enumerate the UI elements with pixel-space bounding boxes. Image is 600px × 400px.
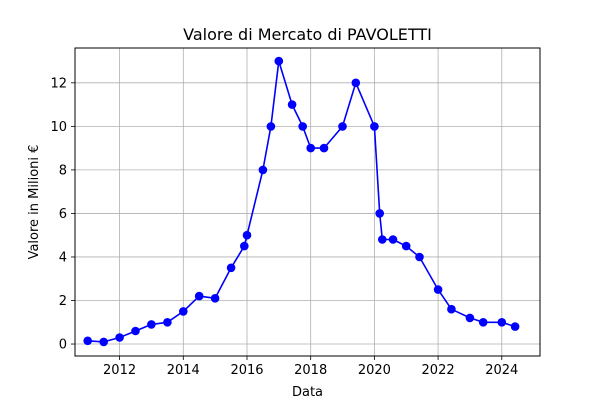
- y-axis-label: Valore in Milioni €: [27, 145, 42, 260]
- data-point-marker: [447, 304, 456, 314]
- y-tick-label: 8: [59, 163, 67, 178]
- data-point-marker: [240, 241, 249, 251]
- data-point-marker: [510, 322, 520, 331]
- x-tick-label: 2020: [358, 363, 391, 378]
- x-tick-label: 2014: [167, 363, 200, 378]
- x-tick-label: 2018: [294, 363, 327, 378]
- x-tick-label: 2024: [485, 363, 518, 378]
- data-point-marker: [388, 235, 398, 244]
- data-point-marker: [351, 78, 361, 88]
- y-axis-ticks: 0 2 4 6 8 10 12: [50, 76, 75, 353]
- data-point-marker: [287, 100, 297, 109]
- data-point-marker: [415, 252, 424, 262]
- y-tick-label: 2: [59, 294, 67, 309]
- plot-frame: [74, 47, 541, 357]
- data-point-marker: [131, 326, 140, 336]
- data-point-marker: [465, 313, 475, 323]
- data-point-marker: [401, 241, 411, 251]
- data-point-marker: [147, 320, 156, 329]
- plot-area: [75, 48, 540, 356]
- y-tick-label: 12: [50, 76, 67, 91]
- x-tick-label: 2012: [103, 363, 136, 378]
- data-point-marker: [497, 318, 507, 327]
- data-point-marker: [99, 337, 108, 347]
- chart-title: Valore di Mercato di PAVOLETTI: [183, 25, 432, 44]
- data-point-marker: [179, 307, 188, 316]
- data-point-marker: [338, 122, 347, 131]
- grid-lines: [75, 48, 540, 356]
- x-tick-label: 2016: [230, 363, 263, 378]
- data-point-marker: [306, 143, 316, 153]
- data-point-marker: [319, 143, 329, 153]
- data-point-marker: [370, 122, 379, 131]
- data-point-marker: [83, 336, 92, 346]
- y-tick-label: 4: [59, 250, 67, 265]
- data-point-marker: [274, 56, 284, 66]
- data-point-marker: [433, 285, 443, 294]
- series-line: [83, 56, 520, 347]
- data-point-marker: [115, 333, 124, 342]
- data-point-marker: [378, 235, 387, 244]
- data-point-marker: [375, 209, 385, 218]
- data-point-marker: [266, 122, 276, 131]
- data-point-marker: [194, 291, 204, 301]
- data-point-marker: [226, 263, 236, 273]
- y-tick-label: 6: [59, 207, 67, 222]
- data-point-marker: [242, 230, 252, 240]
- data-point-marker: [258, 165, 268, 175]
- x-tick-label: 2022: [422, 363, 455, 378]
- y-tick-label: 0: [59, 338, 67, 353]
- y-tick-label: 10: [50, 120, 67, 135]
- x-axis-label: Data: [292, 385, 323, 400]
- x-axis-ticks: 2012 2014 2016 2018 2020 2022 2024: [103, 356, 518, 378]
- data-point-marker: [210, 294, 220, 303]
- data-point-marker: [163, 318, 172, 327]
- data-point-marker: [478, 318, 488, 327]
- data-point-marker: [298, 122, 308, 131]
